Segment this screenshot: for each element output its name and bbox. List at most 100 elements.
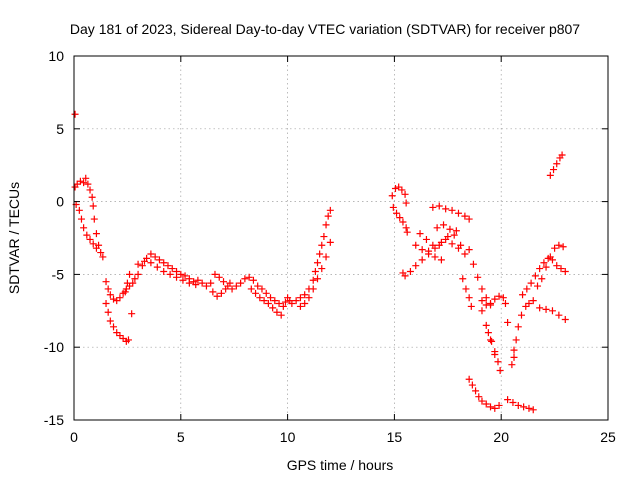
- data-point: [504, 396, 512, 404]
- data-point: [168, 265, 176, 273]
- data-point: [82, 174, 90, 182]
- data-point: [316, 250, 324, 258]
- data-point: [536, 304, 544, 312]
- data-point: [123, 279, 131, 287]
- data-point: [487, 300, 495, 308]
- data-point: [448, 240, 456, 248]
- data-point: [140, 257, 148, 265]
- data-point: [106, 291, 114, 299]
- data-point: [508, 361, 516, 369]
- data-point: [194, 276, 202, 284]
- data-point: [555, 311, 563, 319]
- data-point: [260, 297, 268, 305]
- data-point: [192, 281, 200, 289]
- data-point: [92, 244, 100, 252]
- data-point: [401, 272, 409, 280]
- data-point: [454, 209, 462, 217]
- data-point: [301, 300, 309, 308]
- data-point: [435, 241, 443, 249]
- data-point: [553, 262, 561, 270]
- data-point: [488, 337, 496, 345]
- data-point: [80, 224, 88, 232]
- data-point: [106, 317, 114, 325]
- data-point: [320, 233, 328, 241]
- data-point: [398, 186, 406, 194]
- data-point: [138, 262, 146, 270]
- data-point: [318, 241, 326, 249]
- y-axis-label: SDTVAR / TECUs: [6, 182, 22, 294]
- data-point: [542, 305, 550, 313]
- x-tick-label: 0: [70, 429, 78, 445]
- data-point: [256, 294, 264, 302]
- data-point: [326, 238, 334, 246]
- data-point: [151, 253, 159, 261]
- data-point: [478, 397, 486, 405]
- y-tick-label: 5: [56, 121, 64, 137]
- data-point: [222, 285, 230, 293]
- data-point: [399, 218, 407, 226]
- data-point: [523, 285, 531, 293]
- data-point: [465, 246, 473, 254]
- data-point: [531, 272, 539, 280]
- data-point: [228, 285, 236, 293]
- data-point: [412, 241, 420, 249]
- data-point: [220, 278, 228, 286]
- data-point: [437, 256, 445, 264]
- data-point: [512, 336, 520, 344]
- data-point: [90, 215, 98, 223]
- data-point: [207, 279, 215, 287]
- data-point: [499, 294, 507, 302]
- data-point: [501, 300, 509, 308]
- data-point: [179, 276, 187, 284]
- data-point: [482, 294, 490, 302]
- data-point: [97, 249, 105, 257]
- data-points: [71, 110, 569, 414]
- data-point: [213, 292, 221, 300]
- data-point: [435, 202, 443, 210]
- data-point: [550, 166, 558, 174]
- data-point: [491, 295, 499, 303]
- data-point: [442, 235, 450, 243]
- data-point: [462, 285, 470, 293]
- data-point: [153, 263, 161, 271]
- data-point: [99, 253, 107, 261]
- data-point: [418, 246, 426, 254]
- data-point: [245, 273, 253, 281]
- data-point: [326, 206, 334, 214]
- x-tick-label: 20: [493, 429, 509, 445]
- data-point: [209, 288, 217, 296]
- data-point: [561, 316, 569, 324]
- data-point: [76, 177, 84, 185]
- data-point: [461, 250, 469, 258]
- data-point: [478, 307, 486, 315]
- data-point: [86, 186, 94, 194]
- data-point: [247, 285, 255, 293]
- data-point: [457, 241, 465, 249]
- data-point: [527, 279, 535, 287]
- data-point: [292, 297, 300, 305]
- data-point: [465, 294, 473, 302]
- data-point: [442, 205, 450, 213]
- data-point: [393, 209, 401, 217]
- data-point: [104, 285, 112, 293]
- data-point: [509, 399, 517, 407]
- data-point: [465, 375, 473, 383]
- data-point: [258, 285, 266, 293]
- data-point: [467, 302, 475, 310]
- data-point: [422, 235, 430, 243]
- data-point: [468, 381, 476, 389]
- data-point: [520, 403, 528, 411]
- data-point: [510, 346, 518, 354]
- data-point: [249, 276, 257, 284]
- data-point: [309, 285, 317, 293]
- data-point: [548, 307, 556, 315]
- data-point: [478, 285, 486, 293]
- data-point: [538, 275, 546, 283]
- data-point: [198, 279, 206, 287]
- data-point: [296, 294, 304, 302]
- data-point: [215, 273, 223, 281]
- data-point: [558, 151, 566, 159]
- data-point: [71, 110, 79, 118]
- data-point: [124, 336, 132, 344]
- data-point: [557, 265, 565, 273]
